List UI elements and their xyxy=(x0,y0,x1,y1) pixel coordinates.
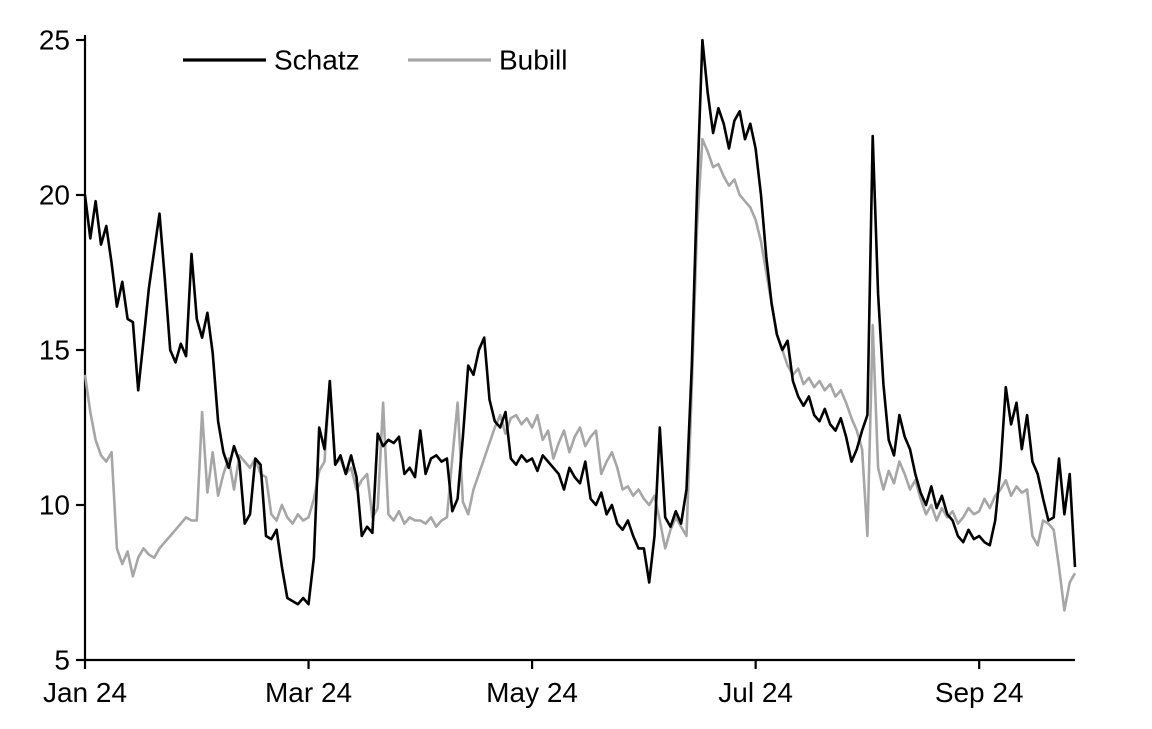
series-line-schatz xyxy=(83,38,1077,606)
x-tick-label: Jul 24 xyxy=(718,677,793,708)
x-tick-label: Jan 24 xyxy=(43,677,127,708)
legend-label-bubill: Bubill xyxy=(499,45,567,76)
y-tick-label: 15 xyxy=(39,335,70,366)
x-tick-label: May 24 xyxy=(486,677,578,708)
x-tick-label: Sep 24 xyxy=(935,677,1024,708)
x-tick-label: Mar 24 xyxy=(265,677,352,708)
y-tick-label: 20 xyxy=(39,180,70,211)
y-tick-label: 5 xyxy=(54,645,70,676)
legend-label-schatz: Schatz xyxy=(274,45,360,76)
series-line-bubill xyxy=(83,137,1077,612)
y-tick-label: 10 xyxy=(39,490,70,521)
y-tick-label: 25 xyxy=(39,25,70,56)
